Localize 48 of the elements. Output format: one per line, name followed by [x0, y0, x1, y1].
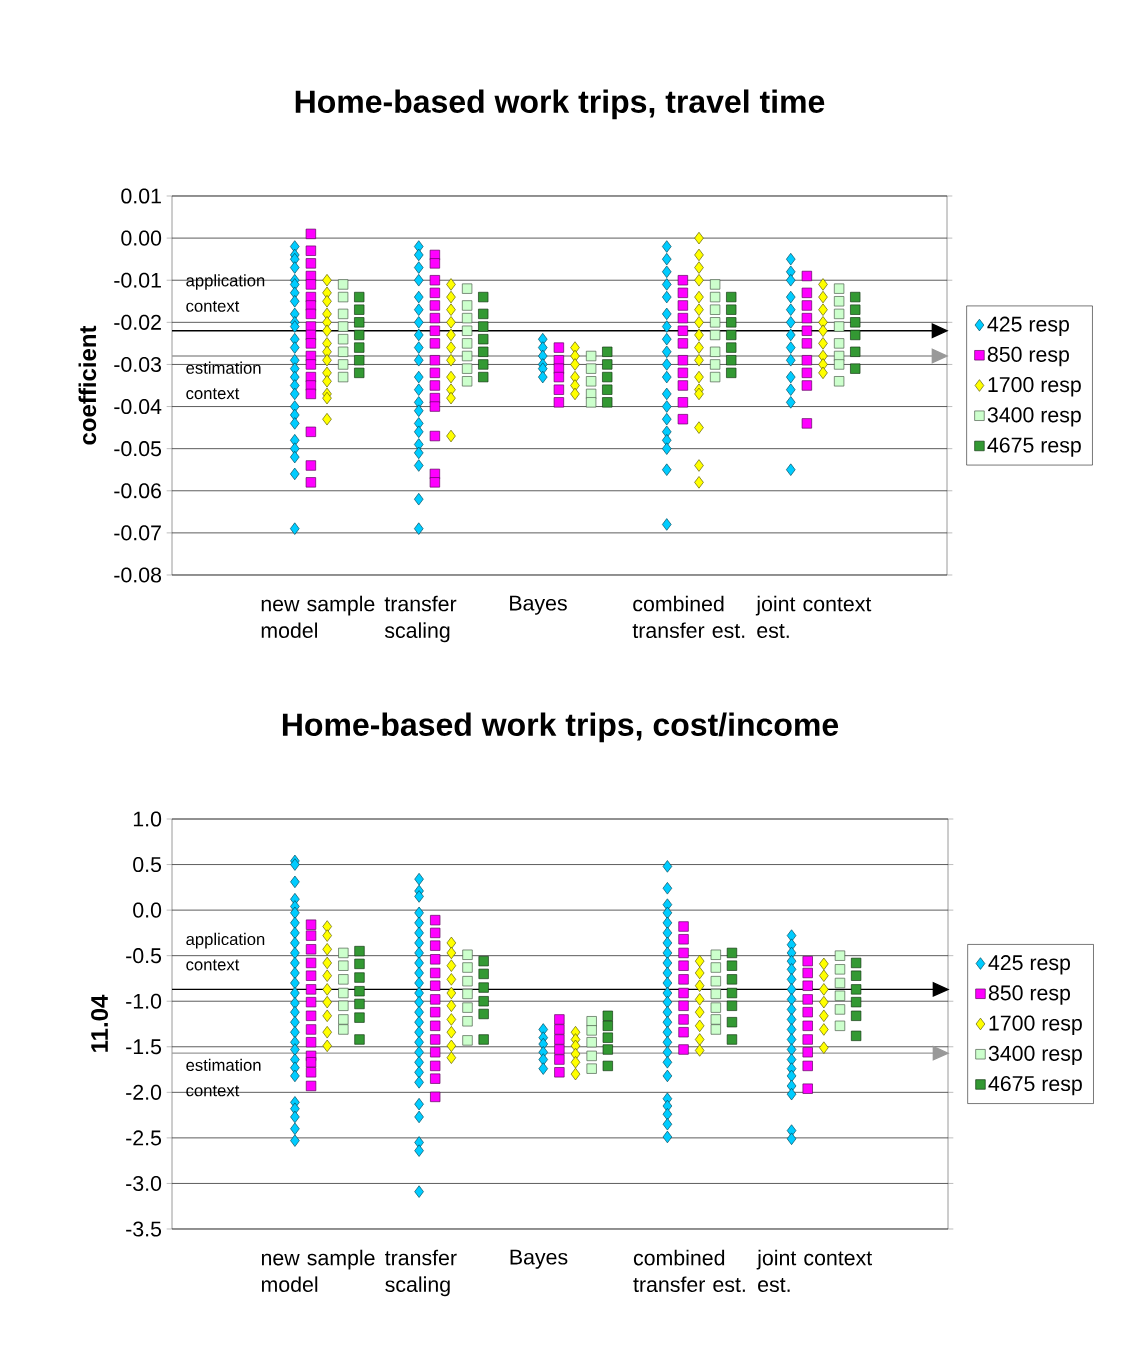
y-axis-title: 11.04	[91, 994, 109, 1052]
legend-label: 1700 resp	[989, 1015, 1082, 1035]
legend-label: 4675 resp	[987, 437, 1081, 457]
x-tick-label: new sample model	[261, 1249, 375, 1293]
x-tick-label: transfer scaling	[385, 1249, 457, 1297]
chart-title: Home-based work trips, cost/income	[282, 712, 839, 743]
x-tick-label: joint context est.	[755, 595, 872, 639]
y-tick-label: -0.01	[114, 272, 161, 288]
y-tick-label: 0.0	[133, 902, 162, 918]
x-tick-label: Bayes	[510, 1249, 568, 1269]
legend-label: 425 resp	[988, 955, 1071, 975]
x-tick-label: new sample model	[261, 595, 375, 639]
legend-label: 3400 resp	[988, 1045, 1082, 1066]
chart-title: Home-based work trips, travel time	[295, 89, 825, 120]
y-tick-label: -0.08	[114, 567, 162, 583]
legend-label: 425 resp	[987, 316, 1069, 336]
legend-label: 850 resp	[988, 985, 1071, 1005]
x-tick-label: combined transfer est.	[632, 595, 745, 639]
x-tick-label: combined transfer est.	[633, 1249, 745, 1293]
y-tick-label: -0.04	[114, 399, 162, 415]
y-tick-label: -1.5	[126, 1039, 162, 1055]
y-tick-label: -0.05	[114, 441, 162, 457]
y-tick-label: -3.0	[126, 1175, 162, 1191]
ref-line-label: estimation context	[186, 1058, 261, 1097]
legend-label: 4675 resp	[988, 1076, 1082, 1096]
y-tick-label: 0.01	[121, 188, 161, 204]
y-tick-label: 0.5	[133, 857, 162, 873]
ref-line-label: estimation context	[186, 361, 261, 400]
x-tick-label: transfer scaling	[384, 595, 457, 643]
y-tick-label: -0.02	[114, 314, 161, 330]
legend-label: 850 resp	[987, 346, 1069, 367]
x-tick-label: joint context est.	[756, 1249, 873, 1293]
y-tick-label: -0.5	[126, 948, 162, 964]
legend-label: 1700 resp	[988, 377, 1081, 397]
legend-label: 3400 resp	[987, 407, 1081, 427]
y-tick-label: -0.03	[114, 356, 161, 372]
y-tick-label: 1.0	[133, 811, 162, 827]
y-tick-label: -2.5	[126, 1130, 162, 1146]
y-tick-label: 0.00	[121, 230, 162, 246]
ref-line-label: application context	[186, 274, 265, 312]
y-tick-label: -0.06	[114, 483, 161, 499]
y-tick-label: -3.5	[126, 1221, 162, 1237]
y-axis-title: coefficient	[78, 325, 97, 445]
y-tick-label: -2.0	[126, 1084, 162, 1100]
y-tick-label: -1.0	[126, 993, 162, 1009]
y-tick-label: -0.07	[114, 525, 161, 541]
x-tick-label: Bayes	[510, 595, 567, 615]
ref-line-label: application context	[186, 932, 265, 971]
